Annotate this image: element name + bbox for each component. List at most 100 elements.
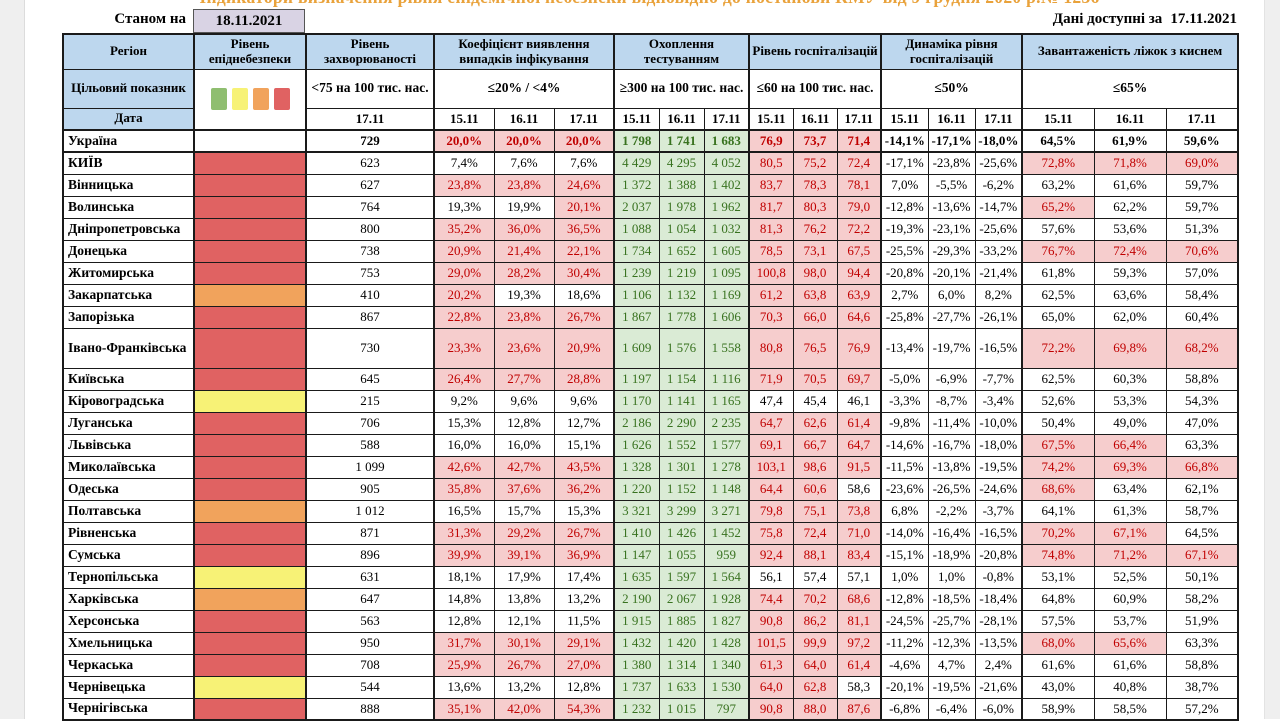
table-row-Луганська: Луганська 706 15,3% 12,8% 12,7% 2 186 2 290 2 2… (62, 411, 1239, 435)
testing-cell: 1 564 (703, 565, 750, 589)
hospitalization-cell: 45,4 (792, 389, 838, 413)
testing-cell: 1 928 (703, 587, 750, 611)
hospitalization-cell: 80,3 (792, 195, 838, 219)
oxygen-bed-cell: 62,0% (1093, 305, 1167, 329)
testing-cell: 1 095 (703, 261, 750, 285)
hospitalization-dynamics-cell: -20,8% (880, 261, 929, 285)
region-name-cell: Луганська (62, 411, 195, 435)
hospitalization-cell: 61,4 (836, 411, 882, 435)
date-row-label: Дата (62, 107, 195, 131)
oxygen-bed-cell: 64,5% (1021, 129, 1095, 153)
hospitalization-dynamics-cell: -18,0% (974, 129, 1023, 153)
detection-cell: 35,1% (433, 697, 495, 721)
table-row-Черкаська: Черкаська 708 25,9% 26,7% 27,0% 1 380 1 314 1 3… (62, 653, 1239, 677)
danger-level-cell (193, 477, 307, 501)
testing-cell: 1 388 (658, 173, 705, 197)
data-available-line: Дані доступні за 17.11.2021 (62, 11, 1237, 28)
hospitalization-cell: 81,3 (748, 217, 794, 241)
col-group-danger: Рівень епіднебезпеки (193, 33, 307, 70)
hospitalization-cell: 64,4 (748, 477, 794, 501)
oxygen-bed-cell: 59,7% (1165, 195, 1239, 219)
detection-cell: 26,7% (553, 521, 615, 545)
hospitalization-dynamics-cell: -11,4% (927, 411, 976, 435)
oxygen-bed-cell: 63,2% (1021, 173, 1095, 197)
hospitalization-dynamics-cell: -0,8% (974, 565, 1023, 589)
detection-cell: 17,9% (493, 565, 555, 589)
detection-cell: 25,9% (433, 653, 495, 677)
hospitalization-dynamics-cell: -2,2% (927, 499, 976, 523)
region-name-cell: Одеська (62, 477, 195, 501)
col-group-detection: Коефіцієнт виявлення випадків інфікуванн… (433, 33, 615, 70)
date-cell: 15.11 (433, 107, 495, 131)
date-cell: 16.11 (493, 107, 555, 131)
hospitalization-dynamics-cell: -6,9% (927, 367, 976, 391)
table-row-Харківська: Харківська 647 14,8% 13,8% 13,2% 2 190 2 067 1 … (62, 587, 1239, 611)
incidence-cell: 623 (305, 151, 435, 175)
epidemic-indicators-table: Регіон Рівень епіднебезпеки Рівень захворю… (62, 33, 1240, 721)
hospitalization-dynamics-cell: -33,2% (974, 239, 1023, 263)
target-incidence: <75 на 100 тис. нас. (305, 68, 435, 109)
hospitalization-cell: 61,3 (748, 653, 794, 677)
detection-cell: 15,7% (493, 499, 555, 523)
region-name-cell: Львівська (62, 433, 195, 457)
incidence-cell: 645 (305, 367, 435, 391)
region-name-cell: Волинська (62, 195, 195, 219)
incidence-cell: 764 (305, 195, 435, 219)
region-name-cell: КИЇВ (62, 151, 195, 175)
testing-cell: 797 (703, 697, 750, 721)
danger-level-cell (193, 217, 307, 241)
region-name-cell: Черкаська (62, 653, 195, 677)
detection-cell: 39,1% (493, 543, 555, 567)
detection-cell: 31,7% (433, 631, 495, 655)
table-row-Київська: Київська 645 26,4% 27,7% 28,8% 1 197 1 154 1 11… (62, 367, 1239, 391)
detection-cell: 9,2% (433, 389, 495, 413)
hospitalization-cell: 76,2 (792, 217, 838, 241)
danger-level-legend (196, 88, 304, 111)
danger-level-cell (193, 261, 307, 285)
hospitalization-cell: 83,7 (748, 173, 794, 197)
incidence-cell: 753 (305, 261, 435, 285)
incidence-cell: 1 099 (305, 455, 435, 479)
testing-cell: 1 530 (703, 675, 750, 699)
hospitalization-cell: 75,1 (792, 499, 838, 523)
region-name-cell: Івано-Франківська (62, 327, 195, 369)
hospitalization-cell: 64,7 (748, 411, 794, 435)
region-name-cell: Запорізька (62, 305, 195, 329)
detection-cell: 37,6% (493, 477, 555, 501)
danger-level-cell (193, 327, 307, 369)
table-row-Львівська: Львівська 588 16,0% 16,0% 15,1% 1 626 1 552 1 5… (62, 433, 1239, 457)
table-row-Рівненська: Рівненська 871 31,3% 29,2% 26,7% 1 410 1 426 1 … (62, 521, 1239, 545)
date-cell: 16.11 (658, 107, 705, 131)
hospitalization-dynamics-cell: -13,8% (927, 455, 976, 479)
danger-level-cell (193, 129, 307, 153)
detection-cell: 26,7% (493, 653, 555, 677)
region-name-cell: Миколаївська (62, 455, 195, 479)
hospitalization-cell: 73,7 (792, 129, 838, 153)
danger-level-cell (193, 521, 307, 545)
hospitalization-dynamics-cell: -7,7% (974, 367, 1023, 391)
oxygen-bed-cell: 62,5% (1021, 367, 1095, 391)
detection-cell: 22,8% (433, 305, 495, 329)
hospitalization-cell: 56,1 (748, 565, 794, 589)
date-cell: 17.11 (703, 107, 750, 131)
testing-cell: 3 271 (703, 499, 750, 523)
detection-cell: 21,4% (493, 239, 555, 263)
hospitalization-cell: 63,9 (836, 283, 882, 307)
testing-cell: 1 165 (703, 389, 750, 413)
incidence-cell: 1 012 (305, 499, 435, 523)
detection-cell: 39,9% (433, 543, 495, 567)
testing-cell: 2 290 (658, 411, 705, 435)
hospitalization-dynamics-cell: 7,0% (880, 173, 929, 197)
hospitalization-dynamics-cell: -15,1% (880, 543, 929, 567)
col-group-dynamics: Динаміка рівня госпіталізацій (880, 33, 1023, 70)
hospitalization-dynamics-cell: -16,4% (927, 521, 976, 545)
hospitalization-cell: 99,9 (792, 631, 838, 655)
table-row-Кіровоградська: Кіровоградська 215 9,2% 9,6% 9,6% 1 170 1 141 1… (62, 389, 1239, 413)
hospitalization-cell: 78,5 (748, 239, 794, 263)
testing-cell: 1 827 (703, 609, 750, 633)
hospitalization-dynamics-cell: -20,1% (880, 675, 929, 699)
hospitalization-cell: 68,6 (836, 587, 882, 611)
detection-cell: 12,1% (493, 609, 555, 633)
oxygen-bed-cell: 74,2% (1021, 455, 1095, 479)
hospitalization-dynamics-cell: -10,0% (974, 411, 1023, 435)
